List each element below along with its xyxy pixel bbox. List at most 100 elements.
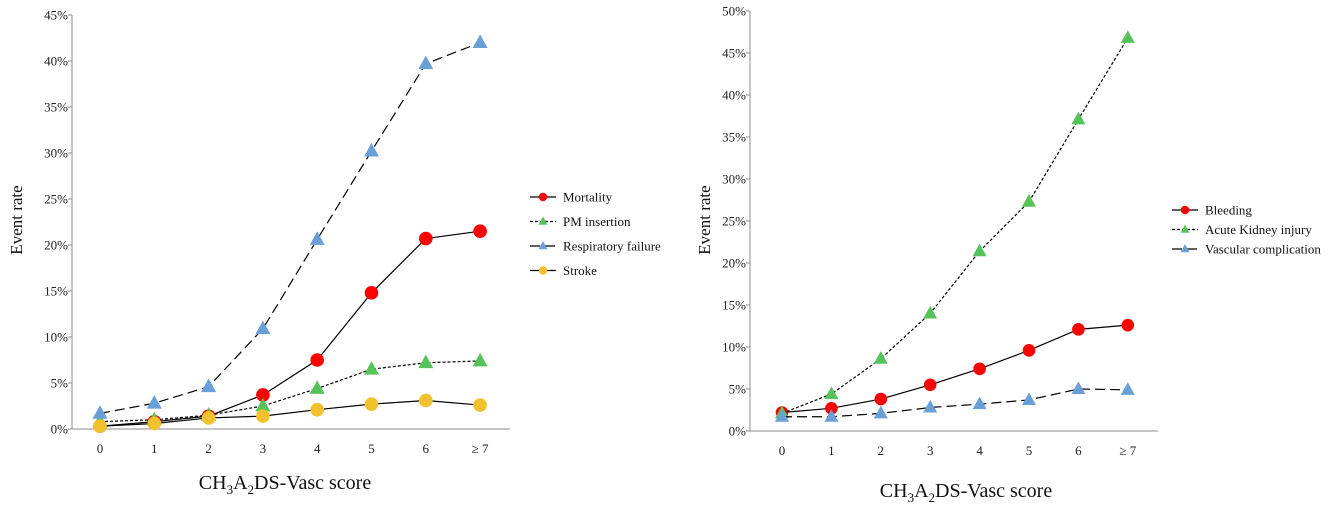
y-tick-label: 45%	[722, 46, 746, 61]
data-point	[973, 362, 986, 376]
x-tick-label: 0	[779, 443, 786, 458]
data-point	[419, 231, 433, 246]
y-axis-title: Event rate	[695, 185, 714, 254]
x-axis-title-base: CH	[880, 480, 908, 502]
legend-label: Respiratory failure	[563, 239, 661, 254]
data-point	[472, 352, 488, 367]
legend-label: Bleeding	[1205, 203, 1252, 218]
y-tick-label: 5%	[729, 382, 747, 397]
data-point	[472, 34, 488, 48]
data-point	[92, 405, 108, 419]
y-tick-label: 25%	[44, 192, 68, 207]
data-point	[972, 396, 987, 410]
legend-item: Stroke	[530, 263, 597, 278]
legend-item: Bleeding	[1172, 203, 1252, 218]
data-point	[364, 361, 379, 375]
legend: Bleeding Acute Kidney injury Vascular comp…	[1172, 203, 1321, 257]
data-point	[1071, 381, 1086, 395]
legend-label: Mortality	[563, 190, 613, 205]
legend-marker	[1180, 244, 1190, 253]
y-tick-label: 5%	[51, 376, 69, 391]
x-axis-title-sub1: 3	[227, 482, 234, 497]
data-point	[1121, 318, 1135, 332]
y-tick-label: 10%	[722, 340, 746, 355]
data-point	[256, 388, 270, 402]
data-point	[1071, 111, 1086, 125]
legend-marker	[538, 241, 548, 250]
x-axis-title-mid: A	[914, 480, 929, 502]
x-axis-title-base: CH	[199, 472, 227, 494]
x-tick-label: 2	[878, 443, 885, 458]
x-axis-title-sub1: 3	[908, 490, 915, 505]
data-point	[309, 380, 325, 394]
legend-marker	[538, 216, 548, 225]
data-point	[1022, 344, 1036, 357]
y-tick-label: 50%	[722, 4, 746, 19]
y-tick-label: 35%	[722, 130, 746, 145]
data-point	[923, 378, 937, 392]
x-axis-title-tail: DS-Vasc score	[254, 472, 371, 494]
data-point	[775, 409, 789, 422]
right-chart-panel: 0%5%10%15%20%25%30%35%40%45%50%0 1 2 3 4 5 6 ≥ …	[695, 4, 1321, 505]
data-point	[1022, 194, 1036, 207]
series-line	[99, 42, 481, 414]
x-tick-label: 3	[927, 443, 934, 458]
x-tick-label: ≥ 7	[472, 441, 489, 456]
x-tick-label: 6	[423, 441, 430, 456]
data-point	[874, 392, 888, 406]
x-axis-title-tail: DS-Vasc score	[935, 480, 1052, 502]
x-tick-label: 0	[97, 441, 104, 456]
x-axis-title: CH3A2DS-Vasc score	[880, 480, 1053, 505]
data-point	[873, 405, 888, 419]
data-point	[201, 378, 217, 393]
data-point	[147, 416, 162, 431]
data-point	[418, 354, 434, 369]
data-point	[923, 399, 938, 413]
y-tick-label: 40%	[722, 88, 746, 103]
x-axis-title-sub2: 2	[929, 490, 936, 505]
data-point	[824, 386, 839, 400]
legend: Mortality PM insertion Respiratory failure…	[530, 190, 661, 278]
series-vascular-complication	[775, 381, 1135, 422]
x-tick-label: ≥ 7	[1119, 443, 1136, 458]
series-line	[782, 388, 1128, 418]
x-tick-label: 5	[1026, 443, 1033, 458]
x-tick-label: 4	[314, 441, 321, 456]
y-tick-label: 20%	[722, 256, 746, 271]
data-point	[473, 398, 487, 412]
data-point	[310, 402, 325, 417]
data-point	[256, 409, 270, 423]
series-line	[99, 230, 481, 427]
data-point	[93, 419, 107, 434]
y-tick-label: 25%	[722, 214, 746, 229]
y-tick-label: 30%	[722, 172, 746, 187]
data-point	[1120, 30, 1135, 43]
data-point	[1120, 382, 1135, 395]
legend-marker	[1180, 224, 1190, 233]
x-axis-title-sub2: 2	[248, 482, 255, 497]
data-point	[255, 397, 271, 412]
series-line	[781, 324, 1128, 414]
legend-label: Acute Kidney injury	[1205, 222, 1312, 237]
data-point	[972, 243, 987, 257]
data-point	[419, 393, 433, 408]
x-tick-label: 6	[1075, 443, 1082, 458]
data-point	[825, 402, 838, 415]
y-tick-label: 10%	[44, 330, 68, 345]
series-line	[99, 399, 481, 427]
legend-marker	[538, 266, 548, 275]
y-tick-label: 0%	[51, 422, 69, 437]
legend-marker	[1180, 205, 1190, 215]
series-acute-kidney-injury	[775, 30, 1135, 419]
legend-marker	[538, 192, 548, 202]
data-point	[255, 320, 271, 335]
legend-item: Mortality	[530, 190, 613, 205]
legend-item: Respiratory failure	[530, 239, 661, 254]
legend-item: Vascular complication	[1172, 242, 1321, 257]
x-axis-title: CH3A2DS-Vasc score	[199, 472, 372, 497]
data-point	[873, 351, 888, 364]
series-bleeding	[775, 318, 1135, 419]
legend-label: Stroke	[563, 263, 597, 278]
data-point	[824, 409, 839, 422]
y-tick-label: 20%	[44, 238, 68, 253]
